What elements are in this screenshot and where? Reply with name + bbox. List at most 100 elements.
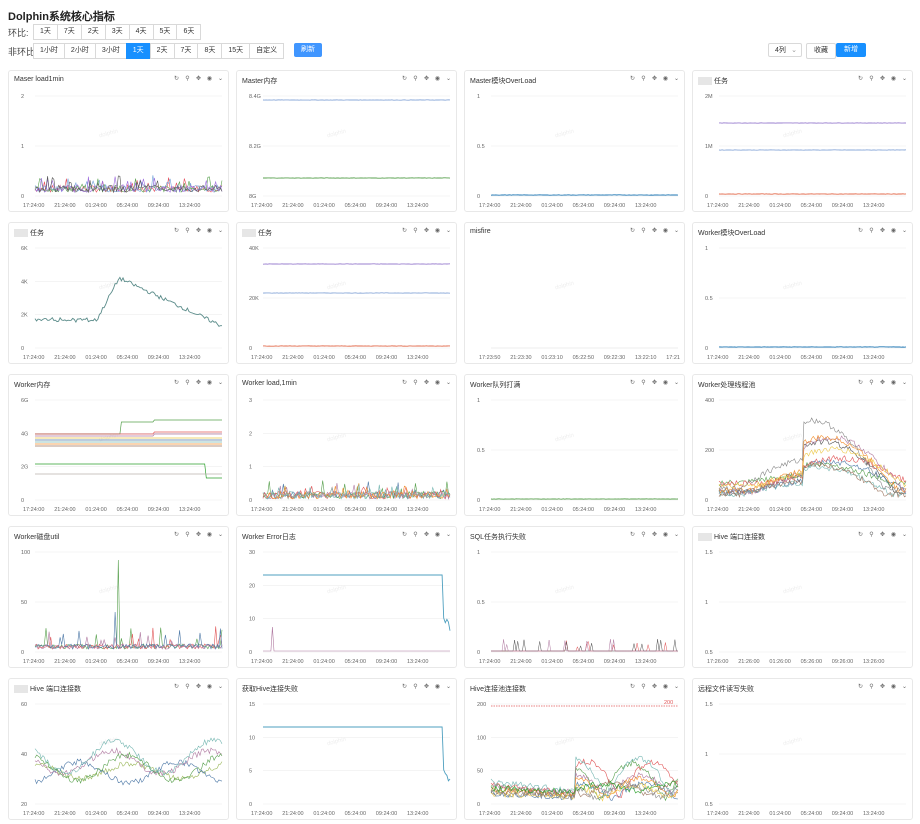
ring-option[interactable]: 3天 bbox=[104, 24, 130, 40]
eye-icon[interactable]: ◉ bbox=[890, 228, 897, 234]
eye-icon[interactable]: ◉ bbox=[890, 76, 897, 82]
refresh-icon[interactable]: ↻ bbox=[173, 380, 180, 386]
eye-icon[interactable]: ◉ bbox=[662, 532, 669, 538]
eye-icon[interactable]: ◉ bbox=[206, 532, 213, 538]
move-icon[interactable]: ✥ bbox=[879, 228, 886, 234]
refresh-icon[interactable]: ↻ bbox=[629, 380, 636, 386]
add-button[interactable]: 新增 bbox=[836, 43, 866, 57]
refresh-icon[interactable]: ↻ bbox=[857, 380, 864, 386]
move-icon[interactable]: ✥ bbox=[651, 684, 658, 690]
refresh-icon[interactable]: ↻ bbox=[401, 380, 408, 386]
eye-icon[interactable]: ◉ bbox=[434, 380, 441, 386]
move-icon[interactable]: ✥ bbox=[651, 228, 658, 234]
link-icon[interactable]: ⚲ bbox=[641, 228, 646, 234]
eye-icon[interactable]: ◉ bbox=[434, 228, 441, 234]
link-icon[interactable]: ⚲ bbox=[641, 684, 646, 690]
refresh-icon[interactable]: ↻ bbox=[857, 228, 864, 234]
chevron-down-icon[interactable]: ⌄ bbox=[217, 228, 224, 234]
chevron-down-icon[interactable]: ⌄ bbox=[445, 684, 452, 690]
eye-icon[interactable]: ◉ bbox=[206, 380, 213, 386]
chevron-down-icon[interactable]: ⌄ bbox=[901, 76, 908, 82]
link-icon[interactable]: ⚲ bbox=[869, 532, 874, 538]
link-icon[interactable]: ⚲ bbox=[413, 228, 418, 234]
refresh-icon[interactable]: ↻ bbox=[629, 684, 636, 690]
move-icon[interactable]: ✥ bbox=[423, 380, 430, 386]
move-icon[interactable]: ✥ bbox=[651, 532, 658, 538]
link-icon[interactable]: ⚲ bbox=[185, 380, 190, 386]
eye-icon[interactable]: ◉ bbox=[434, 76, 441, 82]
refresh-button[interactable]: 刷新 bbox=[294, 43, 322, 57]
refresh-icon[interactable]: ↻ bbox=[857, 532, 864, 538]
move-icon[interactable]: ✥ bbox=[195, 532, 202, 538]
link-icon[interactable]: ⚲ bbox=[869, 684, 874, 690]
eye-icon[interactable]: ◉ bbox=[662, 684, 669, 690]
nonring-option[interactable]: 15天 bbox=[221, 43, 251, 59]
eye-icon[interactable]: ◉ bbox=[890, 380, 897, 386]
move-icon[interactable]: ✥ bbox=[879, 684, 886, 690]
refresh-icon[interactable]: ↻ bbox=[629, 228, 636, 234]
chevron-down-icon[interactable]: ⌄ bbox=[217, 380, 224, 386]
chevron-down-icon[interactable]: ⌄ bbox=[673, 76, 680, 82]
link-icon[interactable]: ⚲ bbox=[413, 380, 418, 386]
move-icon[interactable]: ✥ bbox=[195, 380, 202, 386]
move-icon[interactable]: ✥ bbox=[195, 684, 202, 690]
refresh-icon[interactable]: ↻ bbox=[173, 228, 180, 234]
link-icon[interactable]: ⚲ bbox=[413, 684, 418, 690]
nonring-option[interactable]: 2天 bbox=[149, 43, 175, 59]
move-icon[interactable]: ✥ bbox=[879, 380, 886, 386]
refresh-icon[interactable]: ↻ bbox=[401, 532, 408, 538]
refresh-icon[interactable]: ↻ bbox=[401, 76, 408, 82]
move-icon[interactable]: ✥ bbox=[879, 532, 886, 538]
chevron-down-icon[interactable]: ⌄ bbox=[901, 684, 908, 690]
ring-option[interactable]: 5天 bbox=[152, 24, 178, 40]
nonring-option[interactable]: 1小时 bbox=[33, 43, 65, 59]
favorite-button[interactable]: 收藏 bbox=[806, 43, 836, 59]
eye-icon[interactable]: ◉ bbox=[662, 228, 669, 234]
ring-option[interactable]: 6天 bbox=[176, 24, 202, 40]
link-icon[interactable]: ⚲ bbox=[641, 532, 646, 538]
chevron-down-icon[interactable]: ⌄ bbox=[217, 532, 224, 538]
move-icon[interactable]: ✥ bbox=[423, 532, 430, 538]
eye-icon[interactable]: ◉ bbox=[434, 684, 441, 690]
eye-icon[interactable]: ◉ bbox=[206, 76, 213, 82]
move-icon[interactable]: ✥ bbox=[423, 76, 430, 82]
chevron-down-icon[interactable]: ⌄ bbox=[445, 532, 452, 538]
link-icon[interactable]: ⚲ bbox=[641, 380, 646, 386]
link-icon[interactable]: ⚲ bbox=[185, 684, 190, 690]
refresh-icon[interactable]: ↻ bbox=[857, 684, 864, 690]
nonring-option[interactable]: 3小时 bbox=[94, 43, 127, 59]
refresh-icon[interactable]: ↻ bbox=[629, 76, 636, 82]
eye-icon[interactable]: ◉ bbox=[662, 76, 669, 82]
move-icon[interactable]: ✥ bbox=[195, 76, 202, 82]
refresh-icon[interactable]: ↻ bbox=[401, 684, 408, 690]
ring-option[interactable]: 2天 bbox=[80, 24, 106, 40]
refresh-icon[interactable]: ↻ bbox=[173, 76, 180, 82]
nonring-option[interactable]: 7天 bbox=[173, 43, 199, 59]
columns-select[interactable]: 4列 ⌄ bbox=[768, 43, 802, 57]
eye-icon[interactable]: ◉ bbox=[434, 532, 441, 538]
move-icon[interactable]: ✥ bbox=[423, 228, 430, 234]
nonring-option[interactable]: 2小时 bbox=[63, 43, 96, 59]
move-icon[interactable]: ✥ bbox=[423, 684, 430, 690]
nonring-option[interactable]: 8天 bbox=[197, 43, 223, 59]
link-icon[interactable]: ⚲ bbox=[641, 76, 646, 82]
move-icon[interactable]: ✥ bbox=[651, 76, 658, 82]
refresh-icon[interactable]: ↻ bbox=[173, 684, 180, 690]
eye-icon[interactable]: ◉ bbox=[890, 684, 897, 690]
ring-option[interactable]: 7天 bbox=[56, 24, 82, 40]
link-icon[interactable]: ⚲ bbox=[185, 228, 190, 234]
link-icon[interactable]: ⚲ bbox=[185, 76, 190, 82]
link-icon[interactable]: ⚲ bbox=[869, 76, 874, 82]
eye-icon[interactable]: ◉ bbox=[206, 228, 213, 234]
chevron-down-icon[interactable]: ⌄ bbox=[901, 532, 908, 538]
chevron-down-icon[interactable]: ⌄ bbox=[673, 228, 680, 234]
chevron-down-icon[interactable]: ⌄ bbox=[445, 228, 452, 234]
ring-option[interactable]: 4天 bbox=[128, 24, 154, 40]
move-icon[interactable]: ✥ bbox=[651, 380, 658, 386]
refresh-icon[interactable]: ↻ bbox=[629, 532, 636, 538]
chevron-down-icon[interactable]: ⌄ bbox=[673, 684, 680, 690]
chevron-down-icon[interactable]: ⌄ bbox=[217, 76, 224, 82]
link-icon[interactable]: ⚲ bbox=[869, 228, 874, 234]
chevron-down-icon[interactable]: ⌄ bbox=[673, 532, 680, 538]
link-icon[interactable]: ⚲ bbox=[185, 532, 190, 538]
